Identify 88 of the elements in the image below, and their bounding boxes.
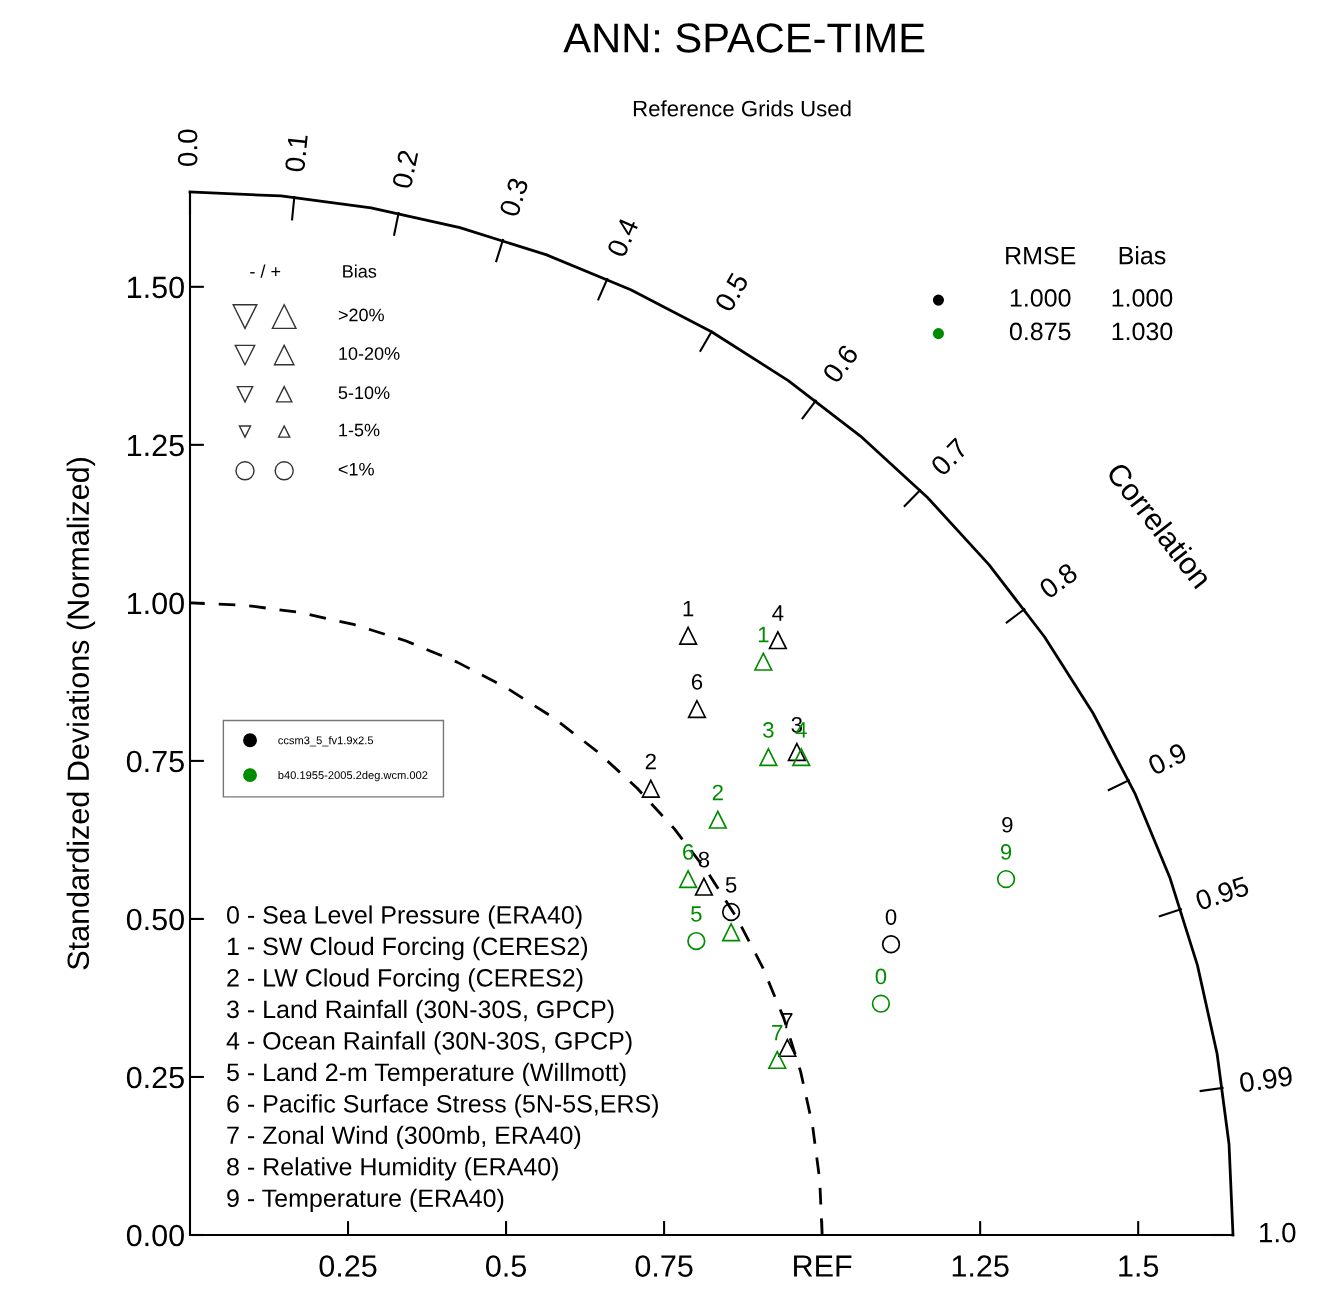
point: [754, 652, 773, 671]
annotation: 0.9: [1146, 742, 1188, 776]
annotation: 9: [1000, 844, 1012, 860]
point: [641, 779, 660, 798]
annotation: 0.4: [606, 216, 640, 259]
y-tick-label: 1.00: [128, 592, 184, 615]
y-tick-label: 0.75: [126, 750, 184, 773]
annotation: Bias: [1119, 246, 1166, 265]
annotation: 10-20%: [339, 347, 400, 360]
y-tick-label: 1.25: [128, 434, 184, 457]
annotation: 0.5: [713, 271, 750, 313]
point: [881, 935, 901, 954]
chart-title: ANN: SPACE-TIME: [563, 23, 925, 53]
text: 0.0: [177, 129, 198, 166]
text: 1.0: [1260, 1222, 1296, 1243]
text: 0.1: [284, 134, 308, 173]
annotation: 5 - Land 2-m Temperature (Willmott): [227, 1062, 626, 1087]
annotation: 1 - SW Cloud Forcing (CERES2): [227, 936, 588, 961]
annotation: 2: [645, 753, 656, 770]
point: [871, 994, 891, 1013]
y-tick-label: 0.50: [126, 908, 184, 931]
x-tick-label: 1.5: [1119, 1255, 1159, 1277]
annotation: 1: [683, 600, 694, 617]
annotation: 1: [758, 626, 769, 643]
annotation: 1.000: [1112, 289, 1173, 307]
annotation: RMSE: [1006, 246, 1076, 265]
x-tick-label: 0.75: [635, 1255, 693, 1277]
point: [721, 923, 741, 942]
x-tick-label: REF: [794, 1255, 852, 1277]
annotation: 0: [885, 909, 897, 925]
annotation: 5-10%: [338, 386, 390, 400]
text: 0.2: [391, 149, 419, 190]
annotation: 4 - Ocean Rainfall (30N-30S, GPCP): [226, 1031, 632, 1055]
annotation: >20%: [338, 308, 384, 322]
point: [694, 877, 714, 896]
annotation: 0.95: [1194, 875, 1250, 911]
x-tick-label: 1.25: [952, 1255, 1009, 1277]
point: [768, 1050, 787, 1070]
point: [759, 747, 778, 767]
annotation: 9 - Temperature (ERA40): [227, 1188, 504, 1213]
annotation: 6: [691, 674, 703, 690]
point: [787, 742, 807, 762]
annotation: 1-5%: [339, 423, 380, 437]
point: [678, 869, 698, 889]
point: [678, 626, 698, 645]
point: [687, 699, 707, 719]
annotation: 6 - Pacific Surface Stress (5N-5S,ERS): [227, 1094, 658, 1118]
annotation: - / +: [250, 264, 281, 278]
chart-subtitle: Reference Grids Used: [633, 100, 851, 117]
legend-label: ccsm3_5_fv1.9x2.5: [278, 736, 374, 747]
x-tick-label: 0.25: [319, 1255, 377, 1277]
annotation: 0 - Sea Level Pressure (ERA40): [227, 905, 582, 929]
point: [687, 931, 706, 951]
point: [721, 902, 741, 922]
text: 0.99: [1238, 1065, 1293, 1093]
annotation: 0.8: [1037, 562, 1079, 600]
point: [792, 747, 811, 767]
annotation: 4: [772, 605, 784, 621]
y-tick-label: 1.50: [128, 276, 184, 299]
annotation: 6: [683, 844, 694, 860]
annotation: 0.6: [821, 343, 860, 385]
annotation: 0: [875, 968, 887, 985]
annotation: 8: [698, 851, 710, 868]
point: [708, 810, 727, 829]
annotation: 7: [772, 1025, 783, 1041]
annotation: 1.030: [1112, 322, 1173, 341]
annotation: 2 - LW Cloud Forcing (CERES2): [227, 968, 583, 992]
annotation: 0.3: [499, 176, 529, 218]
annotation: Bias: [343, 264, 377, 278]
annotation: 2: [712, 784, 723, 801]
legend-label: b40.1955-2005.2deg.wcm.002: [278, 770, 428, 782]
y-axis-title: Standardized Deviations (Normalized): [66, 458, 96, 970]
annotation: 3: [763, 722, 774, 738]
annotation: 0.875: [1009, 322, 1071, 341]
y-tick-label: 0.00: [126, 1224, 184, 1247]
annotation: 5: [691, 906, 702, 922]
annotation: 8 - Relative Humidity (ERA40): [227, 1157, 558, 1181]
annotation: 0.7: [929, 437, 969, 477]
y-tick-label: 0.25: [126, 1066, 184, 1089]
x-tick-label: 0.5: [486, 1255, 527, 1277]
annotation: 3 - Land Rainfall (30N-30S, GPCP): [226, 999, 614, 1024]
point: [996, 869, 1016, 889]
point: [768, 631, 788, 650]
annotation: 5: [725, 877, 737, 893]
annotation: 7 - Zonal Wind (300mb, ERA40): [227, 1125, 581, 1150]
annotation: 1.000: [1010, 289, 1071, 307]
annotation: <1%: [338, 462, 374, 476]
annotation: 9: [1002, 816, 1013, 833]
